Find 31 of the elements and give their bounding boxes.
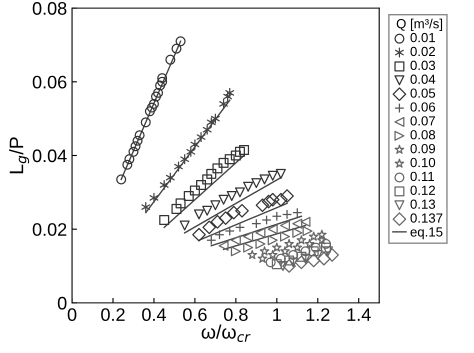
x-tick-label: 0.8: [224, 308, 248, 321]
legend-title: Q [m³/s]: [396, 18, 442, 31]
y-tick-label: 0.04: [32, 149, 67, 162]
y-tick-label: 0.08: [32, 2, 66, 15]
y-tick-label: 0.06: [32, 76, 66, 89]
x-tick-label: 0.6: [183, 308, 207, 321]
legend-label: 0.02: [410, 46, 435, 56]
legend-label: 0.13: [410, 200, 436, 209]
legend-label: 0.04: [410, 74, 436, 84]
x-tick-label: 0.2: [101, 308, 125, 321]
x-tick-label: 0: [68, 308, 76, 321]
y-tick-label: 0: [58, 296, 66, 310]
legend-label: 0.03: [410, 60, 436, 70]
legend-label: 0.10: [410, 158, 436, 168]
legend-label: 0.12: [410, 186, 435, 195]
legend-label: 0.137: [410, 213, 442, 223]
y-axis-title: L$_{g}$/P: [9, 137, 30, 174]
x-tick-label: 1.2: [306, 308, 330, 321]
legend-label: 0.08: [410, 130, 436, 140]
y-tick-label: 0.02: [32, 223, 66, 236]
legend-label: 0.09: [410, 144, 436, 154]
legend-label: 0.07: [410, 116, 435, 126]
x-axis-title: ω/ω$_{cr}$: [202, 324, 251, 342]
legend-label: 0.06: [410, 102, 436, 112]
x-tick-label: 1.4: [348, 308, 371, 321]
legend-label: 0.11: [410, 172, 434, 182]
legend-label: 0.01: [410, 32, 436, 42]
x-tick-label: 1: [273, 308, 281, 321]
x-tick-label: 0.4: [142, 308, 166, 321]
legend-label: 0.05: [410, 88, 436, 98]
legend-label: eq.15: [410, 227, 442, 240]
